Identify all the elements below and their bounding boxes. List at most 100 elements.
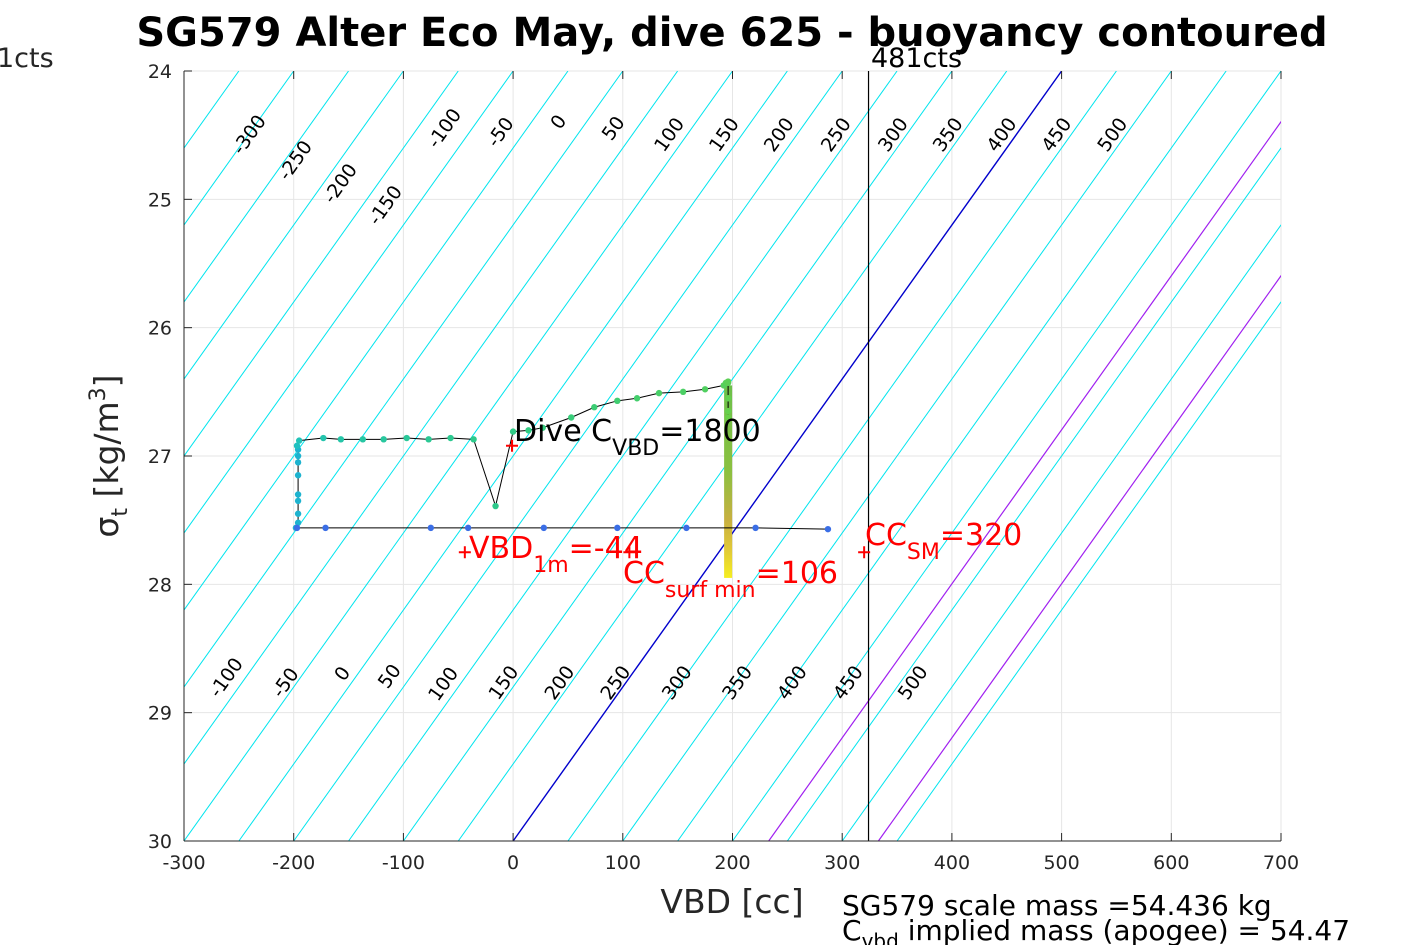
dive-cvbd-base: Dive C [514, 414, 612, 449]
contour-line [184, 71, 349, 303]
chart-title: SG579 Alter Eco May, dive 625 - buoyancy… [136, 10, 1327, 56]
data-point [568, 414, 575, 421]
cc-surf-min-base: CC [623, 556, 665, 591]
left-count-label: 1cts [0, 43, 54, 74]
contour-line [677, 71, 1227, 841]
y-tick-label: 27 [148, 446, 172, 468]
x-tick-label: 400 [934, 852, 970, 874]
data-point [295, 437, 303, 444]
y-tick-label: 24 [148, 61, 172, 83]
x-tick-label: 600 [1153, 852, 1189, 874]
x-axis-label: VBD [cc] [660, 882, 803, 921]
x-tick-label: 200 [714, 852, 750, 874]
data-point [539, 424, 546, 431]
dive-cvbd-value: =1800 [659, 414, 760, 449]
x-tick-label: -100 [382, 852, 425, 874]
data-point [655, 389, 663, 397]
cc-surf-min-sub: surf min [665, 578, 756, 603]
contour-line [184, 71, 624, 688]
y-tick-label: 25 [148, 189, 172, 211]
right-count-label: 481cts [871, 43, 962, 74]
data-point [359, 436, 367, 443]
data-point [683, 524, 690, 532]
contour-line [896, 301, 1281, 841]
contour-line [184, 71, 514, 534]
contour-line [512, 71, 1063, 841]
contour-line [0, 71, 74, 841]
contour-line [184, 71, 679, 765]
data-point [294, 452, 302, 460]
contour-line [841, 224, 1281, 841]
highlight-contour-line [877, 274, 1281, 841]
data-point [492, 502, 499, 510]
data-point [294, 497, 302, 505]
y-tick-label: 28 [148, 574, 172, 596]
contour-line [622, 71, 1172, 841]
y-label-sup: 3 [86, 387, 111, 401]
contour-line [567, 71, 1117, 841]
data-point [724, 379, 732, 387]
contour-line [732, 71, 1281, 841]
data-point [293, 442, 301, 449]
contour-line [184, 71, 569, 611]
data-point [724, 407, 732, 415]
data-point [470, 436, 477, 443]
cc-sm-sub: SM [907, 540, 940, 565]
contour-line [293, 71, 843, 841]
implied-mass-sub: vbd [862, 929, 899, 945]
axes: -300 -200 -100 0 100 200 300 400 500 600 700 24 25 26… [148, 61, 1299, 874]
implied-mass-base: C [842, 914, 862, 945]
y-axis-label: σt [kg/m3] [86, 374, 133, 537]
data-point [294, 510, 302, 517]
contour-line [786, 147, 1281, 841]
cc-surf-min-value: =106 [756, 556, 838, 591]
contour-line [402, 71, 953, 841]
data-point [724, 395, 732, 402]
y-tick-label: 26 [148, 318, 172, 340]
data-point [614, 397, 621, 405]
vbd-1m-sub: 1m [533, 553, 568, 578]
data-point [294, 472, 302, 479]
data-point [701, 386, 709, 393]
data-point [724, 414, 732, 421]
implied-mass-text: Cvbd implied mass (apogee) = 54.47 [842, 914, 1350, 945]
data-point [294, 519, 302, 526]
x-tick-label: 700 [1263, 852, 1299, 874]
data-point [294, 459, 302, 466]
data-point [464, 524, 472, 532]
cc-surf-min-annotation: CCsurf min=106 [623, 556, 838, 603]
contour-line [184, 71, 404, 380]
data-point [614, 524, 621, 532]
data-point [380, 436, 387, 443]
cc-sm-base: CC [865, 518, 907, 553]
vbd-1m-value: =-44 [569, 531, 643, 566]
data-point [337, 436, 345, 443]
data-point [293, 524, 301, 532]
data-point [427, 524, 435, 532]
dive-cvbd-annotation: Dive CVBD=1800 [514, 414, 761, 461]
contour-line [457, 71, 1008, 841]
data-point [752, 524, 759, 532]
contour-line [184, 71, 733, 841]
contour-lines [0, 71, 1281, 841]
y-tick-label: 29 [148, 703, 172, 725]
data-point [425, 436, 432, 443]
vbd-1m-base: VBD [469, 531, 533, 566]
scale-mass-text: SG579 scale mass =54.436 kg [842, 889, 1272, 922]
x-tick-label: 100 [605, 852, 641, 874]
y-label-base: σ [87, 517, 126, 538]
contour-line [184, 71, 295, 226]
y-tick-label: 30 [148, 831, 172, 853]
data-point [447, 434, 454, 442]
surface-bar [724, 385, 733, 578]
vbd-1m-annotation: VBD1m=-44 [469, 531, 643, 578]
y-label-sub: t [108, 508, 133, 517]
y-label-rest: [kg/m [87, 401, 126, 508]
cc-sm-value: =320 [940, 518, 1022, 553]
contour-line [0, 71, 19, 841]
data-point [509, 428, 517, 435]
x-tick-label: 500 [1043, 852, 1079, 874]
data-point [824, 525, 832, 533]
data-point [591, 404, 598, 411]
